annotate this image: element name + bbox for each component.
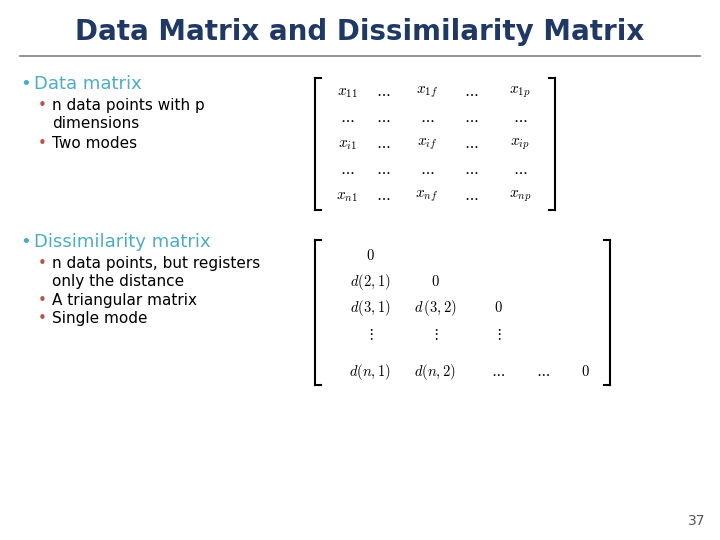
Text: $x_{1p}$: $x_{1p}$ <box>509 84 531 100</box>
Text: $x_{n1}$: $x_{n1}$ <box>336 188 358 204</box>
Text: $\cdots$: $\cdots$ <box>464 163 478 178</box>
Text: $\mathit{0}$: $\mathit{0}$ <box>366 248 374 264</box>
Text: $x_{1f}$: $x_{1f}$ <box>416 84 438 100</box>
Text: $\vdots$: $\vdots$ <box>495 327 501 341</box>
Text: $x_{11}$: $x_{11}$ <box>337 84 357 99</box>
Text: $x_{ip}$: $x_{ip}$ <box>510 136 530 152</box>
Text: $x_{nf}$: $x_{nf}$ <box>415 188 438 204</box>
Text: $\cdots$: $\cdots$ <box>420 163 434 178</box>
Text: $d(3,1)$: $d(3,1)$ <box>350 298 390 318</box>
Text: Two modes: Two modes <box>52 136 137 151</box>
Text: $\mathit{0}$: $\mathit{0}$ <box>580 364 590 380</box>
Text: $\cdots$: $\cdots$ <box>340 163 354 178</box>
Text: $\vdots$: $\vdots$ <box>366 327 373 341</box>
Text: $\cdots$: $\cdots$ <box>340 111 354 125</box>
Text: $\cdots$: $\cdots$ <box>376 84 390 99</box>
Text: $d\,(3,2)$: $d\,(3,2)$ <box>413 298 456 318</box>
Text: A triangular matrix: A triangular matrix <box>52 293 197 308</box>
Text: $\cdots$: $\cdots$ <box>376 188 390 204</box>
Text: $\vdots$: $\vdots$ <box>432 327 438 341</box>
Text: n data points, but registers: n data points, but registers <box>52 256 260 271</box>
Text: $\mathit{0}$: $\mathit{0}$ <box>431 274 439 289</box>
Text: Single mode: Single mode <box>52 311 148 326</box>
Text: $\cdots$: $\cdots$ <box>464 84 478 99</box>
Text: $x_{np}$: $x_{np}$ <box>509 188 531 204</box>
Text: $\cdots$: $\cdots$ <box>376 163 390 178</box>
Text: $\cdots$: $\cdots$ <box>464 188 478 204</box>
Text: $\mathit{0}$: $\mathit{0}$ <box>494 300 503 315</box>
Text: n data points with p: n data points with p <box>52 98 204 113</box>
Text: $d(n,1)$: $d(n,1)$ <box>349 362 391 382</box>
Text: $d(2,1)$: $d(2,1)$ <box>350 272 390 292</box>
Text: $\cdots$: $\cdots$ <box>491 364 505 380</box>
Text: $d(n,2)$: $d(n,2)$ <box>414 362 456 382</box>
Text: •: • <box>38 136 47 151</box>
Text: $x_{i1}$: $x_{i1}$ <box>338 137 356 152</box>
Text: 37: 37 <box>688 514 705 528</box>
Text: $\cdots$: $\cdots$ <box>513 163 527 178</box>
Text: •: • <box>20 233 31 251</box>
Text: dimensions: dimensions <box>52 116 139 131</box>
Text: Data matrix: Data matrix <box>34 75 142 93</box>
Text: •: • <box>38 311 47 326</box>
Text: •: • <box>38 293 47 308</box>
Text: $\cdots$: $\cdots$ <box>420 111 434 125</box>
Text: •: • <box>38 256 47 271</box>
Text: $\cdots$: $\cdots$ <box>376 137 390 152</box>
Text: •: • <box>38 98 47 113</box>
Text: $x_{if}$: $x_{if}$ <box>417 136 437 152</box>
Text: Dissimilarity matrix: Dissimilarity matrix <box>34 233 211 251</box>
Text: $\cdots$: $\cdots$ <box>536 364 550 380</box>
Text: $\cdots$: $\cdots$ <box>513 111 527 125</box>
Text: Data Matrix and Dissimilarity Matrix: Data Matrix and Dissimilarity Matrix <box>76 18 644 46</box>
Text: $\cdots$: $\cdots$ <box>464 111 478 125</box>
Text: •: • <box>20 75 31 93</box>
Text: only the distance: only the distance <box>52 274 184 289</box>
Text: $\cdots$: $\cdots$ <box>464 137 478 152</box>
Text: $\cdots$: $\cdots$ <box>376 111 390 125</box>
